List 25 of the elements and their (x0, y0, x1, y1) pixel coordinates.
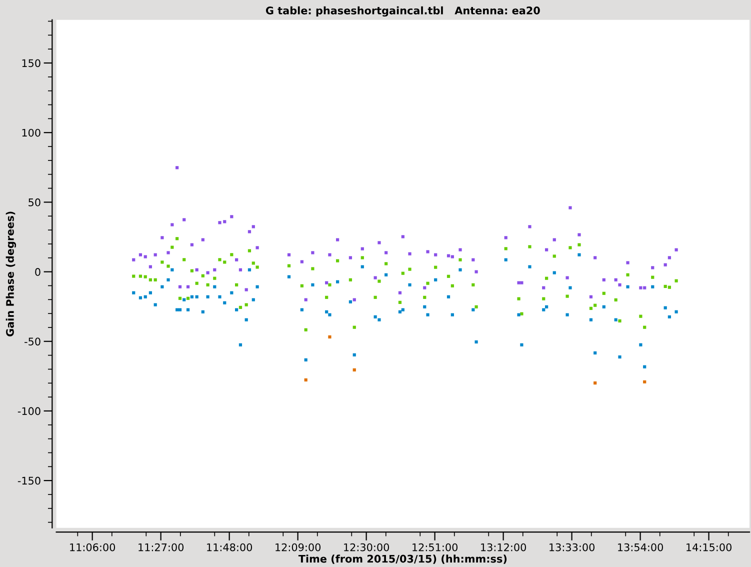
x-tick-label: 13:33:00 (550, 543, 594, 552)
y-tick-label: 150 (22, 59, 40, 68)
point (328, 335, 332, 338)
y-tick-label: -50 (24, 338, 40, 346)
y-tick-label: -150 (18, 476, 40, 485)
point (304, 378, 308, 382)
x-tick-label: 11:48:00 (207, 543, 252, 552)
y-tick-label: 50 (28, 198, 40, 206)
y-tick-label: 100 (22, 128, 40, 137)
x-tick-label: 12:30:00 (344, 543, 390, 552)
x-axis-title: Time (from 2015/03/15) (hh:mm:ss) (298, 554, 507, 564)
point (594, 381, 597, 385)
x-tick-label: 13:12:00 (481, 543, 526, 552)
point (352, 368, 356, 372)
x-tick-label: 12:09:00 (276, 543, 321, 552)
x-tick-label: 14:15:00 (686, 543, 732, 552)
x-tick-label: 11:27:00 (138, 543, 184, 552)
x-tick-label: 12:51:00 (412, 543, 458, 552)
y-tick-label: 0 (35, 268, 40, 276)
point (643, 380, 646, 384)
x-tick-label: 13:54:00 (618, 543, 663, 552)
chart-title: G table: phaseshortgaincal.tbl Antenna: ea20 (266, 6, 540, 17)
x-tick-label: 11:06:00 (70, 543, 116, 552)
y-axis-title: Gain Phase (degrees) (6, 212, 16, 336)
y-tick-label: -100 (18, 407, 40, 416)
